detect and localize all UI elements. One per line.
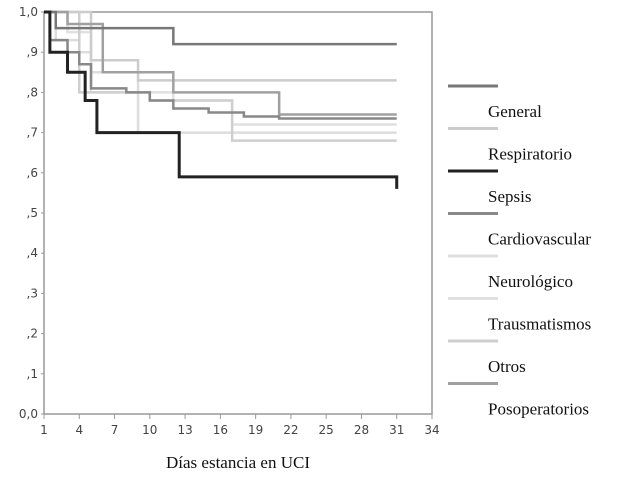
- x-tick-label: 4: [75, 423, 83, 437]
- y-tick-label: ,8: [27, 85, 38, 99]
- y-tick-label: ,2: [27, 327, 38, 341]
- legend-label: Posoperatorios: [488, 400, 589, 419]
- x-tick-label: 13: [177, 423, 192, 437]
- y-tick-label: ,6: [27, 166, 38, 180]
- y-tick-label: ,9: [27, 45, 38, 59]
- legend-label: Cardiovascular: [488, 230, 591, 249]
- survival-curve: [44, 10, 397, 120]
- legend-label: General: [488, 102, 542, 121]
- y-tick-label: 1,0: [19, 5, 38, 19]
- survival-curve: [44, 10, 397, 82]
- x-tick-label: 34: [424, 423, 439, 437]
- legend-label: Trausmatismos: [488, 315, 591, 334]
- y-tick-label: ,5: [27, 206, 38, 220]
- survival-curve: [44, 10, 397, 46]
- y-tick-label: ,4: [27, 246, 38, 260]
- x-tick-label: 7: [111, 423, 119, 437]
- x-tick-label: 10: [142, 423, 157, 437]
- x-tick-label: 31: [389, 423, 404, 437]
- x-tick-label: 16: [213, 423, 228, 437]
- y-tick-label: ,7: [27, 126, 38, 140]
- legend-label: Neurológico: [488, 272, 573, 291]
- x-tick-label: 25: [319, 423, 334, 437]
- survival-curve: [44, 10, 399, 189]
- legend-label: Respiratorio: [488, 145, 572, 164]
- survival-curve: [44, 10, 397, 116]
- y-tick-label: 0,0: [19, 407, 38, 421]
- x-tick-label: 19: [248, 423, 263, 437]
- y-tick-label: ,1: [27, 367, 38, 381]
- x-tick-label: 22: [283, 423, 298, 437]
- x-tick-label: 28: [354, 423, 369, 437]
- y-tick-label: ,3: [27, 286, 38, 300]
- legend-label: Sepsis: [488, 187, 531, 206]
- legend-label: Otros: [488, 357, 526, 376]
- x-tick-label: 1: [40, 423, 48, 437]
- x-axis-label: Días estancia en UCI: [166, 453, 310, 472]
